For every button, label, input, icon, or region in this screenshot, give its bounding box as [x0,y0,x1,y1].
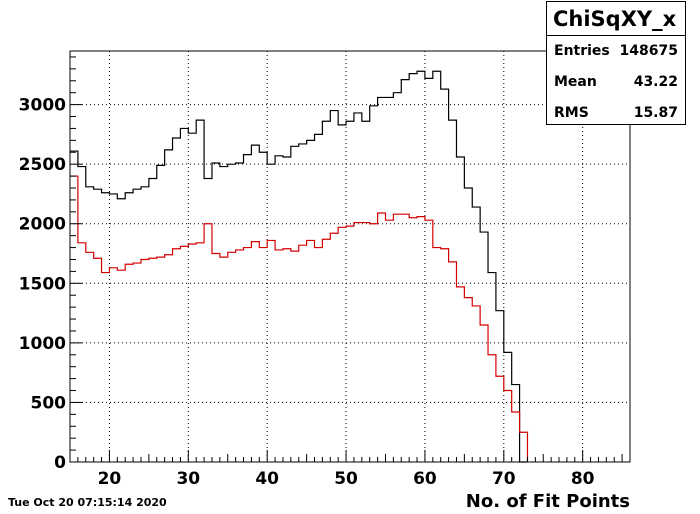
plot-frame [69,50,631,463]
x-axis-label: No. of Fit Points [465,491,630,512]
rms-label: RMS [554,105,589,121]
y-tick-label: 2000 [19,215,66,235]
stats-box: ChiSqXY_x Entries 148675 Mean 43.22 RMS … [546,1,686,125]
x-tick-label: 40 [255,469,279,489]
x-tick-label: 30 [176,469,200,489]
x-tick-label: 50 [334,469,358,489]
histogram-red-series [70,175,529,462]
y-tick-label: 2500 [19,155,66,175]
y-tick-label: 1000 [19,334,66,354]
y-tick-label: 0 [54,453,66,473]
histogram-series [70,70,529,463]
rms-value: 15.87 [633,105,678,121]
x-tick-label: 20 [98,469,122,489]
datestamp: Tue Oct 20 07:15:14 2020 [8,496,167,509]
tick-labels: 20 30 40 50 60 70 80 0 500 1000 1500 2000 2500 3000 [19,96,595,489]
x-tick-label: 60 [413,469,437,489]
y-tick-label: 1500 [19,274,66,294]
histogram-black-series [70,70,528,463]
stats-rms-row: RMS 15.87 [554,103,678,123]
entries-label: Entries [554,43,610,59]
y-tick-label: 500 [31,393,67,413]
y-tick-label: 3000 [19,96,66,116]
stats-title: ChiSqXY_x [547,2,685,36]
entries-value: 148675 [619,43,678,59]
stats-entries-row: Entries 148675 [554,41,678,61]
axis-ticks [69,56,631,463]
mean-label: Mean [554,74,597,90]
x-tick-label: 80 [571,469,595,489]
x-tick-label: 70 [492,469,516,489]
mean-value: 43.22 [633,74,678,90]
stats-mean-row: Mean 43.22 [554,72,678,92]
